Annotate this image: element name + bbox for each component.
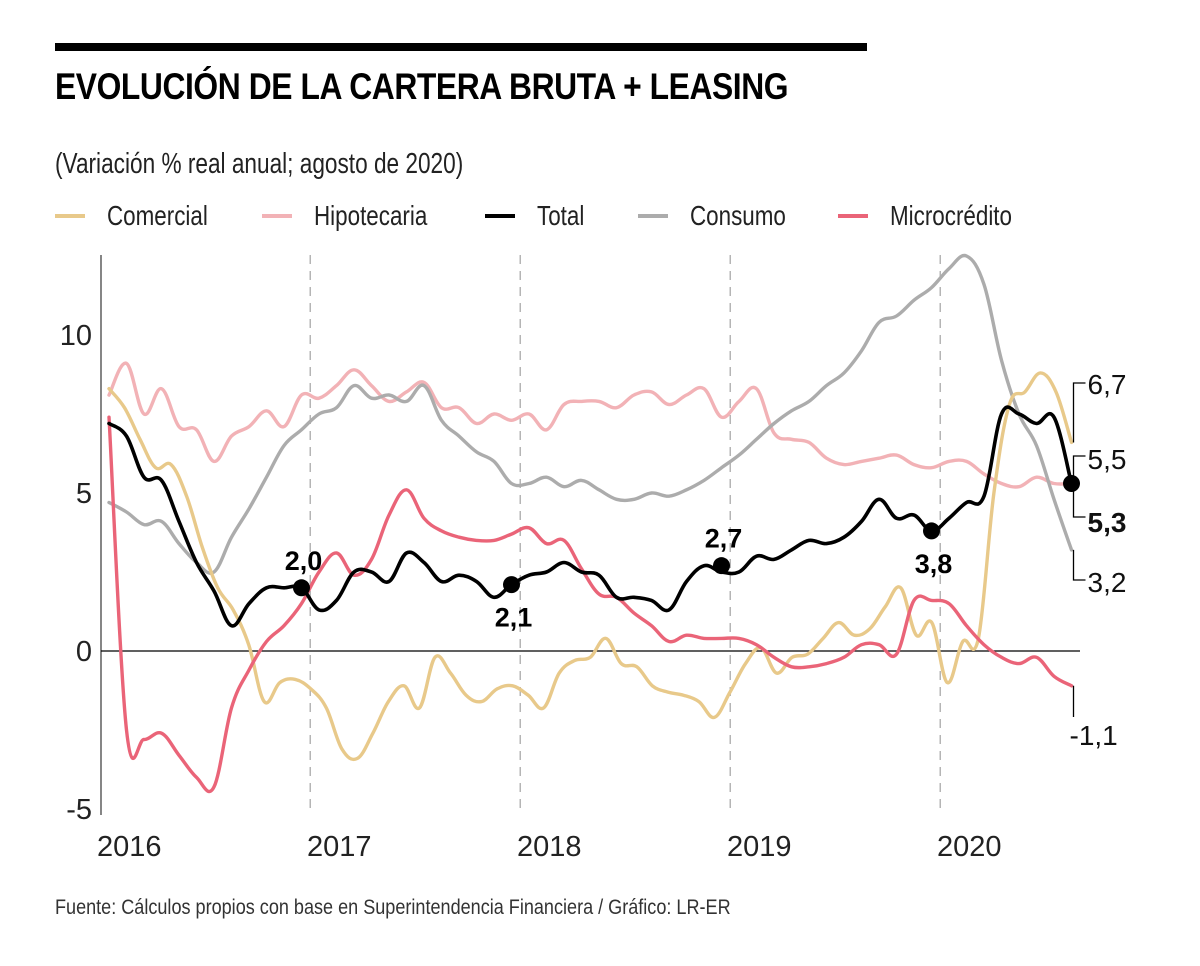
legend-label: Comercial xyxy=(107,200,208,231)
end-label-comercial-leader xyxy=(1072,382,1086,443)
legend-swatch-microcredito xyxy=(838,214,868,218)
end-label-hipotecaria-leader xyxy=(1072,455,1086,476)
data-label: 3,8 xyxy=(915,549,953,579)
legend-label: Hipotecaria xyxy=(314,200,428,231)
grid-layer xyxy=(309,255,941,815)
x-tick-label: 2019 xyxy=(727,831,792,863)
series-line-comercial xyxy=(107,371,1074,762)
legend-item-consumo[interactable]: Consumo xyxy=(638,196,810,236)
legend-item-comercial[interactable]: Comercial xyxy=(55,196,233,236)
legend-item-hipotecaria[interactable]: Hipotecaria xyxy=(262,196,456,236)
end-labels-layer: 6,7 5,5 5,3 3,2 -1,1 xyxy=(1070,369,1127,751)
y-tick-label: 5 xyxy=(76,478,92,510)
markers-layer: 2,0 2,1 2,7 3,8 xyxy=(285,475,1080,633)
legend-item-microcredito[interactable]: Microcrédito xyxy=(838,196,1042,236)
data-point-marker xyxy=(713,557,730,575)
legend: Comercial Hipotecaria Total Consumo Micr… xyxy=(55,196,1155,236)
series-layer xyxy=(107,253,1074,794)
x-tick-label: 2018 xyxy=(517,831,582,863)
legend-swatch-hipotecaria xyxy=(262,214,292,218)
data-point-marker xyxy=(503,576,520,594)
x-tick-label: 2020 xyxy=(937,831,1002,863)
end-label-consumo: 3,2 xyxy=(1088,567,1127,598)
y-tick-label: 0 xyxy=(76,636,92,668)
source-note: Fuente: Cálculos propios con base en Sup… xyxy=(55,896,731,919)
end-label-hipotecaria: 5,5 xyxy=(1088,444,1127,475)
legend-label: Consumo xyxy=(690,200,786,231)
legend-label: Total xyxy=(537,200,585,231)
legend-label: Microcrédito xyxy=(890,200,1012,231)
data-label: 2,7 xyxy=(705,524,743,554)
end-label-microcredito: -1,1 xyxy=(1070,720,1118,751)
end-label-total-leader xyxy=(1072,483,1086,518)
data-point-marker xyxy=(293,579,310,597)
data-point-marker xyxy=(1063,475,1080,493)
data-label: 2,0 xyxy=(285,546,323,576)
series-line-hipotecaria xyxy=(107,361,1074,489)
series-line-total xyxy=(107,405,1074,628)
legend-swatch-comercial xyxy=(55,214,85,218)
chart-title: EVOLUCIÓN DE LA CARTERA BRUTA + LEASING xyxy=(55,66,789,107)
chart-subtitle: (Variación % real anual; agosto de 2020) xyxy=(55,148,464,180)
y-tick-label: -5 xyxy=(66,794,92,826)
legend-swatch-total xyxy=(485,214,515,218)
data-point-marker xyxy=(923,522,940,540)
end-label-total: 5,3 xyxy=(1088,507,1127,538)
title-rule xyxy=(55,43,867,51)
legend-item-total[interactable]: Total xyxy=(485,196,596,236)
series-line-microcredito xyxy=(107,415,1074,794)
legend-swatch-consumo xyxy=(638,214,668,218)
end-label-consumo-leader xyxy=(1072,549,1086,581)
end-label-comercial: 6,7 xyxy=(1088,369,1127,400)
series-line-consumo xyxy=(107,253,1074,575)
x-tick-label: 2017 xyxy=(307,831,372,863)
x-tick-label: 2016 xyxy=(97,831,162,863)
y-tick-label: 10 xyxy=(60,320,92,352)
data-label: 2,1 xyxy=(495,603,533,633)
